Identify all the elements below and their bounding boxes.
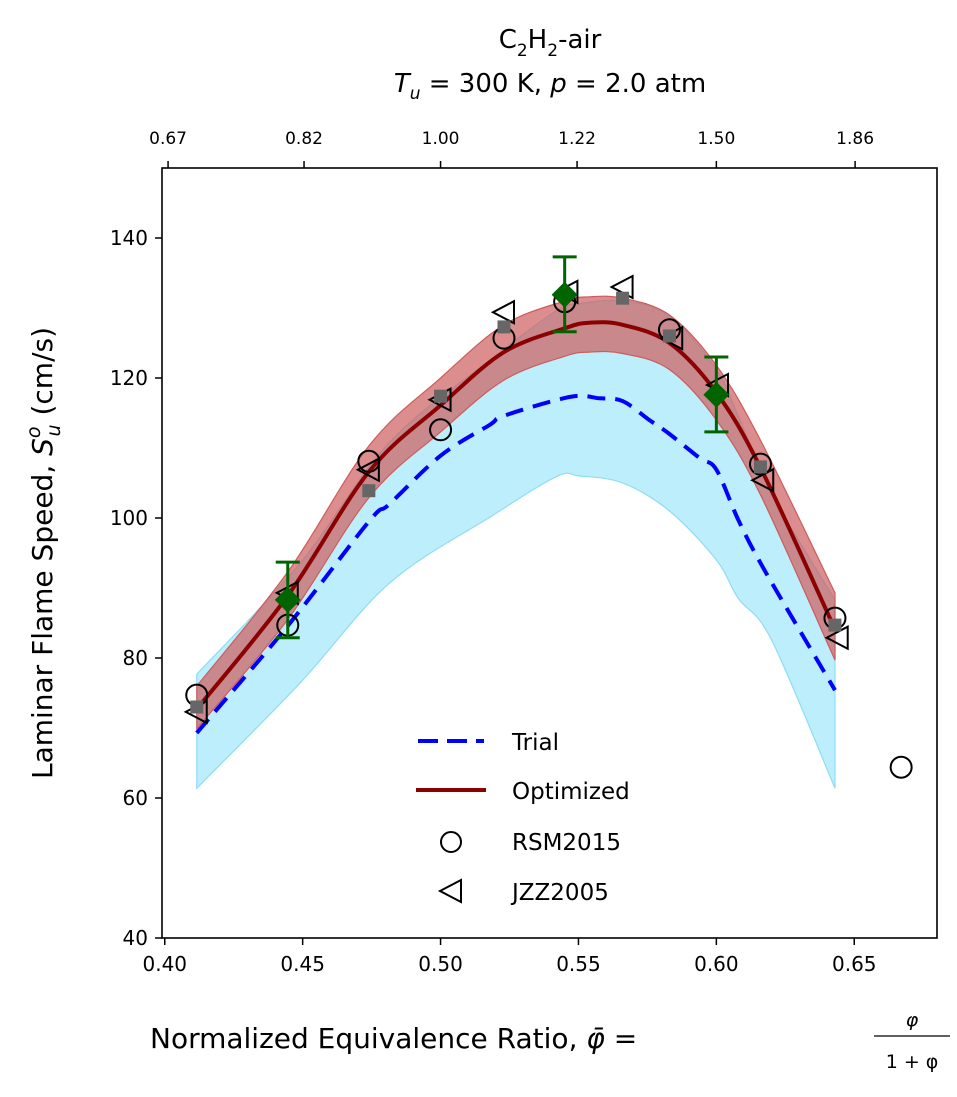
legend-jzz2005-label: JZZ2005	[510, 880, 609, 906]
jzz2005-point	[355, 457, 380, 483]
fraction-denominator: 1 + φ	[886, 1051, 939, 1073]
top-x-tick-label: 1.86	[836, 129, 874, 149]
target-data-marker	[703, 381, 730, 408]
model-prediction-marker	[497, 320, 511, 334]
y-tick-label: 120	[110, 366, 148, 390]
legend-rsm2015-label: RSM2015	[512, 830, 621, 856]
model-prediction-marker	[190, 700, 204, 714]
top-x-tick-label: 0.82	[285, 129, 323, 149]
model-prediction-marker	[662, 329, 676, 343]
plot-area	[183, 255, 913, 790]
y-axis-title: Laminar Flame Speed, Sou (cm/s)	[23, 327, 65, 779]
target-data-marker	[274, 586, 301, 613]
trial-line	[195, 393, 837, 735]
fraction-numerator: φ	[906, 1009, 919, 1031]
optimized-line	[195, 320, 837, 711]
legend-trial-label: Trial	[511, 730, 559, 756]
rsm2015-point	[429, 418, 453, 442]
y-tick-label: 40	[123, 926, 148, 950]
y-tick-label: 80	[123, 646, 148, 670]
jzz2005-point	[750, 467, 775, 493]
legend: Trial Optimized RSM2015 JZZ2005	[416, 730, 630, 906]
rsm2015-point	[748, 452, 772, 476]
legend-rsm2015-marker	[440, 831, 462, 853]
x-axis-title-fraction: φ 1 + φ	[874, 1009, 950, 1073]
jzz2005-point	[490, 299, 515, 325]
chart-title-line2: Tu = 300 K, p = 2.0 atm	[394, 69, 706, 104]
x-axis-ticks: 0.40 0.45 0.50 0.55 0.60 0.65	[142, 938, 877, 976]
top-axis-ticks: 0.67 0.82 1.00 1.22 1.50 1.86	[149, 129, 874, 168]
model-prediction-marker	[434, 389, 448, 403]
x-tick-label: 0.50	[418, 952, 463, 976]
x-tick-label: 0.55	[556, 952, 601, 976]
axes-frame	[161, 167, 938, 939]
x-tick-label: 0.65	[832, 952, 877, 976]
top-x-tick-label: 0.67	[149, 129, 187, 149]
model-prediction-marker	[616, 291, 630, 305]
top-x-tick-label: 1.50	[697, 129, 735, 149]
target-data-marker	[551, 281, 578, 308]
x-tick-label: 0.40	[142, 952, 187, 976]
model-prediction-marker	[362, 484, 376, 498]
model-prediction-marker	[753, 460, 767, 474]
legend-optimized-label: Optimized	[512, 779, 630, 805]
x-tick-label: 0.45	[280, 952, 325, 976]
y-tick-label: 100	[110, 506, 148, 530]
top-x-tick-label: 1.22	[558, 129, 596, 149]
model-prediction-marker	[828, 618, 842, 632]
y-axis-ticks: 40 60 80 100 120 140	[110, 226, 162, 950]
y-tick-label: 140	[110, 226, 148, 250]
chart-title-line1: C2H2-air	[499, 25, 602, 61]
x-tick-label: 0.60	[694, 952, 739, 976]
x-axis-title: Normalized Equivalence Ratio, φ̄ =	[150, 1022, 637, 1055]
y-tick-label: 60	[123, 786, 148, 810]
rsm2015-point	[889, 755, 913, 779]
top-x-tick-label: 1.00	[422, 129, 460, 149]
jzz2005-point	[824, 625, 849, 651]
legend-jzz2005-marker	[437, 878, 462, 904]
